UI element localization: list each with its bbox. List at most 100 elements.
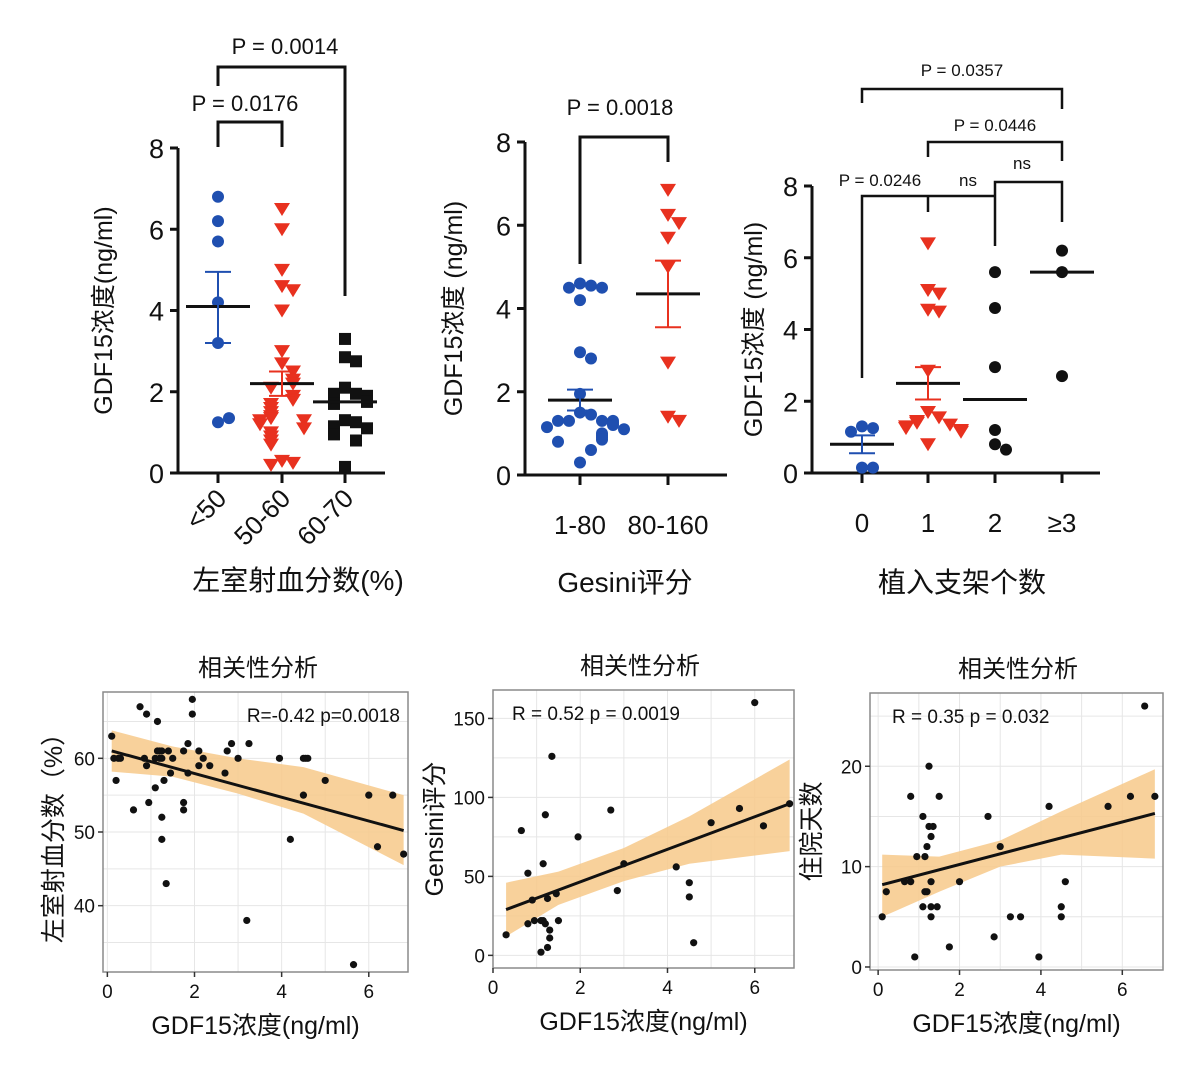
- x-axis-label: 左室射血分数(%): [192, 565, 404, 596]
- data-point: [856, 461, 868, 474]
- data-point: [596, 433, 608, 446]
- x-tick-label: 2: [954, 980, 965, 1001]
- data-point: [166, 769, 175, 777]
- data-point: [759, 822, 768, 830]
- data-point: [882, 888, 890, 896]
- data-point: [285, 456, 301, 470]
- data-point: [274, 202, 290, 216]
- comparison-label: ns: [1013, 154, 1031, 173]
- correlation-annotation: R=-0.42 p=0.0018: [247, 706, 400, 727]
- data-point: [263, 438, 279, 452]
- data-point: [328, 397, 340, 410]
- data-point: [180, 798, 188, 807]
- y-axis-label: GDF15浓度(ng/ml): [90, 206, 118, 414]
- data-point: [350, 416, 362, 429]
- data-point: [350, 387, 362, 400]
- data-point: [195, 747, 203, 755]
- correlation-lvef: 相关性分析 0 2 4 6 40 50 60 GDF15浓度(ng/ml) 左室射血分数（%） R=…: [40, 655, 409, 1040]
- data-point: [339, 381, 351, 394]
- data-point: [530, 917, 539, 925]
- data-point: [945, 943, 953, 951]
- data-point: [299, 791, 308, 799]
- data-point: [221, 769, 229, 777]
- y-tick-label: 150: [453, 709, 485, 730]
- x-tick-label: 2: [575, 978, 586, 999]
- comparison-label: P = 0.0176: [192, 91, 299, 116]
- data-point: [660, 231, 676, 245]
- y-tick-label: 0: [149, 459, 164, 489]
- y-tick-label: 2: [149, 378, 164, 408]
- confidence-band: [506, 759, 790, 937]
- confidence-band: [882, 769, 1155, 917]
- data-point: [925, 762, 933, 770]
- data-point: [927, 878, 935, 886]
- data-point: [660, 356, 676, 370]
- data-point: [931, 411, 947, 425]
- data-point: [286, 835, 294, 843]
- data-point: [931, 305, 947, 319]
- correlation-length-of-stay: 相关性分析 0 2 4 6 0 10 20 GDF15浓度(ng/ml) 住院天数 R = 0.35…: [798, 656, 1164, 1038]
- data-point: [660, 183, 676, 197]
- data-point: [919, 812, 927, 821]
- data-point: [1045, 802, 1053, 811]
- y-tick-label: 0: [783, 459, 798, 489]
- data-point: [1006, 913, 1014, 921]
- data-point: [223, 747, 231, 755]
- data-point: [927, 832, 935, 841]
- data-point: [867, 422, 879, 435]
- data-point: [339, 460, 351, 473]
- comparison-bracket: [216, 120, 284, 147]
- data-point: [1016, 913, 1025, 921]
- x-tick-label: 60-70: [291, 483, 359, 551]
- data-point: [898, 422, 914, 436]
- data-point: [585, 444, 597, 457]
- data-point: [1126, 792, 1135, 800]
- data-point: [989, 266, 1001, 279]
- data-point: [151, 784, 159, 792]
- data-point: [263, 458, 279, 472]
- comparison-bracket: [216, 65, 347, 296]
- data-point: [365, 791, 373, 799]
- data-point: [212, 215, 224, 228]
- data-point: [911, 953, 919, 961]
- data-point: [920, 284, 936, 298]
- data-point: [878, 913, 886, 921]
- data-point: [927, 913, 935, 921]
- x-axis-label: GDF15浓度(ng/ml): [539, 1008, 747, 1036]
- data-point: [907, 878, 915, 886]
- data-point: [180, 806, 188, 814]
- data-point: [541, 421, 553, 434]
- regression-line: [881, 811, 1156, 887]
- data-point: [909, 416, 925, 430]
- data-point: [184, 739, 192, 748]
- data-point: [660, 208, 676, 222]
- y-tick-label: 50: [74, 823, 95, 844]
- chart-title: 相关性分析: [958, 656, 1078, 683]
- data-point: [339, 414, 351, 427]
- data-point: [361, 422, 373, 435]
- data-point: [856, 420, 868, 433]
- y-axis-label: GDF15浓度 (ng/ml): [740, 222, 768, 437]
- y-tick-label: 40: [74, 897, 95, 918]
- data-point: [350, 434, 362, 447]
- data-point: [953, 425, 969, 439]
- data-point: [136, 703, 144, 711]
- data-point: [243, 916, 251, 925]
- data-point: [751, 699, 759, 707]
- comparison-bracket: [993, 180, 1064, 246]
- y-tick-label: 8: [783, 172, 798, 202]
- data-point: [296, 414, 312, 428]
- data-point: [328, 428, 340, 441]
- data-point: [541, 811, 549, 819]
- y-tick-label: 6: [783, 244, 798, 274]
- chart-title: 相关性分析: [580, 653, 700, 680]
- data-point: [1061, 878, 1069, 886]
- data-point: [1056, 244, 1068, 257]
- data-point: [1151, 792, 1159, 800]
- correlation-annotation: R = 0.35 p = 0.032: [892, 707, 1049, 728]
- data-point: [552, 414, 564, 427]
- data-point: [142, 710, 151, 718]
- y-tick-label: 4: [783, 316, 798, 346]
